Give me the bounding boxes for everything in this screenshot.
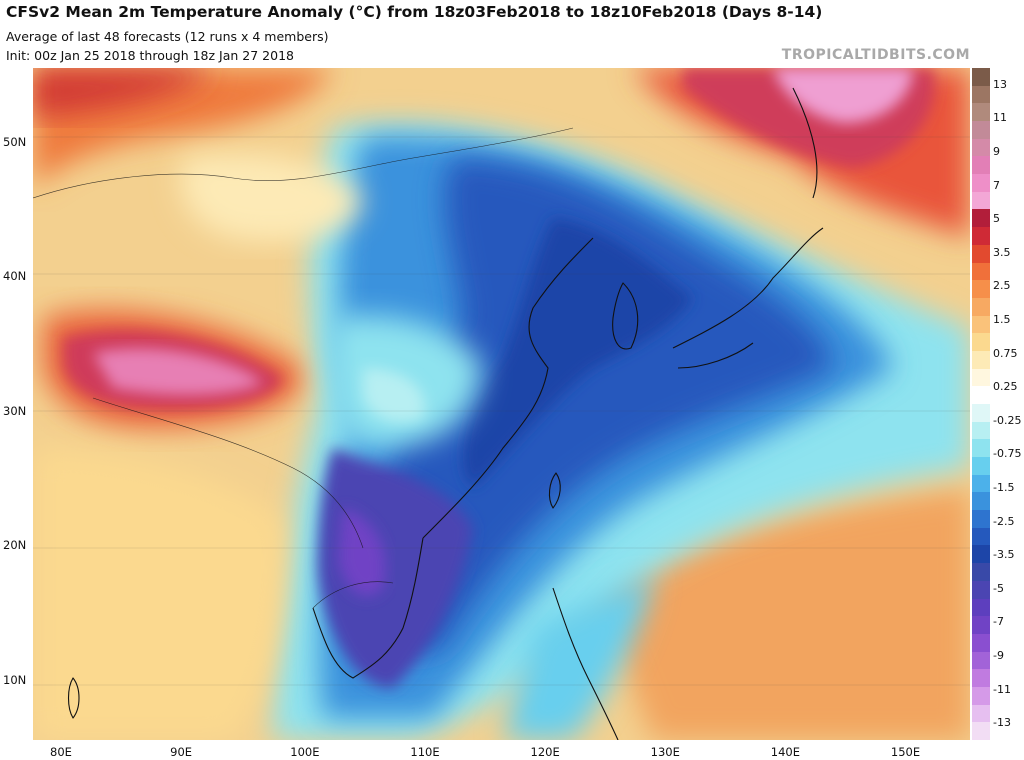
longitude-tick-label: 80E xyxy=(50,745,72,759)
colorbar-tick-label: 1.5 xyxy=(993,313,1011,326)
colorbar-tick-label: -0.25 xyxy=(993,413,1022,427)
colorbar-swatch xyxy=(972,492,990,511)
colorbar-tick-label: 13 xyxy=(993,77,1007,91)
colorbar-swatch xyxy=(972,580,990,599)
colorbar-tick-label: 2.5 xyxy=(993,279,1011,293)
colorbar-swatch xyxy=(972,421,990,440)
colorbar-tick-label: -1.5 xyxy=(993,481,1015,494)
colorbar-swatch xyxy=(972,545,990,564)
chart-title: CFSv2 Mean 2m Temperature Anomaly (°C) f… xyxy=(6,3,823,21)
coastlines xyxy=(67,87,824,740)
colorbar-swatch xyxy=(972,244,990,263)
colorbar-tick-label: -9 xyxy=(993,649,1004,662)
colorbar-swatch xyxy=(972,333,990,352)
colorbar-swatch xyxy=(972,368,990,387)
colorbar-tick-label: 5 xyxy=(993,212,1000,226)
longitude-tick-label: 150E xyxy=(890,745,921,759)
colorbar-swatch xyxy=(972,68,990,87)
colorbar-tick-label: -7 xyxy=(993,615,1004,629)
colorbar-swatch xyxy=(972,85,990,104)
colorbar-swatch xyxy=(972,103,990,122)
colorbar-swatch xyxy=(972,598,990,617)
forecast-average-note: Average of last 48 forecasts (12 runs x … xyxy=(6,29,329,44)
colorbar-tick-label: -2.5 xyxy=(993,514,1015,528)
latitude-tick-label: 30N xyxy=(3,403,27,418)
colorbar-swatch xyxy=(972,386,990,405)
colorbar-swatch xyxy=(972,315,990,334)
colorbar-swatch xyxy=(972,704,990,723)
longitude-tick-label: 110E xyxy=(410,745,440,759)
borders xyxy=(33,127,574,609)
colorbar-tick-label: 0.75 xyxy=(993,346,1018,360)
init-time-note: Init: 00z Jan 25 2018 through 18z Jan 27… xyxy=(6,48,294,63)
colorbar-swatch xyxy=(972,669,990,688)
colorbar-tick-label: -13 xyxy=(993,716,1011,730)
latitude-tick-label: 50N xyxy=(3,134,27,149)
colorbar-swatch xyxy=(972,262,990,281)
latitude-tick-label: 40N xyxy=(3,269,27,284)
longitude-tick-label: 100E xyxy=(290,745,320,759)
colorbar-swatch xyxy=(972,138,990,157)
colorbar-swatch xyxy=(972,297,990,317)
site-watermark: TROPICALTIDBITS.COM xyxy=(781,47,970,63)
colorbar-swatch xyxy=(972,174,990,193)
colorbar-tick-label: -0.75 xyxy=(993,447,1022,461)
colorbar-swatch xyxy=(972,280,990,299)
colorbar-swatch xyxy=(972,633,990,653)
latitude-tick-label: 10N xyxy=(3,672,27,687)
colorbar-swatch xyxy=(972,457,990,476)
longitude-tick-label: 140E xyxy=(770,745,801,759)
colorbar-swatch xyxy=(972,156,990,175)
colorbar-tick-label: 0.25 xyxy=(993,380,1018,394)
colorbar-swatch xyxy=(972,227,990,246)
colorbar-tick-label: -3.5 xyxy=(993,548,1015,562)
colorbar-swatch xyxy=(972,686,990,706)
colorbar-swatch xyxy=(972,651,990,670)
colorbar-swatch xyxy=(972,439,990,458)
colorbar-tick-label: -5 xyxy=(993,581,1004,595)
colorbar-swatch xyxy=(972,616,990,635)
colorbar-tick-label: 7 xyxy=(993,178,1000,192)
colorbar-swatch xyxy=(972,563,990,582)
latitude-tick-label: 20N xyxy=(3,538,27,553)
anomaly-fill xyxy=(33,68,970,740)
longitude-tick-label: 130E xyxy=(650,745,680,759)
colorbar xyxy=(972,68,990,741)
colorbar-swatch xyxy=(972,121,990,140)
longitude-tick-label: 90E xyxy=(170,745,193,759)
colorbar-swatch xyxy=(972,510,990,529)
colorbar-swatch xyxy=(972,404,990,423)
colorbar-tick-label: -11 xyxy=(993,682,1011,696)
colorbar-tick-label: 3.5 xyxy=(993,245,1011,259)
map-canvas xyxy=(33,68,970,740)
colorbar-swatch xyxy=(972,527,990,546)
colorbar-swatch xyxy=(972,191,990,210)
colorbar-swatch xyxy=(972,209,990,228)
graticule xyxy=(33,136,970,686)
colorbar-swatch xyxy=(972,722,990,741)
colorbar-tick-label: 9 xyxy=(993,145,1000,158)
longitude-tick-label: 120E xyxy=(530,745,560,759)
colorbar-swatch xyxy=(972,350,990,370)
colorbar-tick-label: 11 xyxy=(993,111,1007,125)
colorbar-swatch xyxy=(972,474,990,493)
temperature-anomaly-map xyxy=(33,68,970,740)
